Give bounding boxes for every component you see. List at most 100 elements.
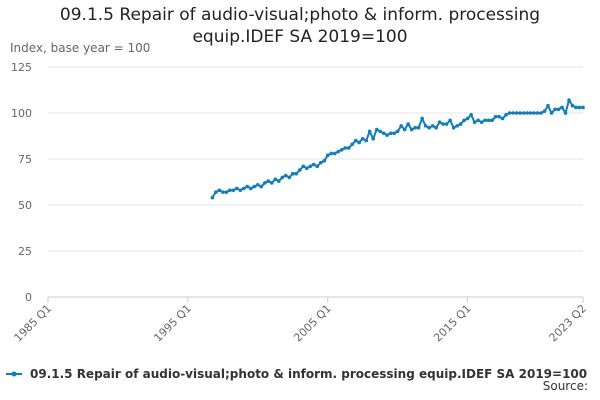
point — [325, 153, 330, 158]
point — [553, 107, 557, 112]
point — [416, 125, 421, 130]
point — [563, 111, 568, 115]
point — [371, 136, 375, 141]
point — [472, 120, 477, 124]
point — [507, 111, 512, 115]
point — [259, 184, 264, 189]
point — [395, 129, 400, 134]
point — [245, 184, 250, 189]
point — [402, 127, 407, 132]
point — [301, 164, 306, 169]
point — [374, 127, 379, 132]
point — [535, 111, 540, 115]
point — [322, 159, 327, 163]
point — [378, 129, 382, 134]
y-tick-label: 100 — [11, 107, 32, 120]
y-tick-label: 25 — [18, 245, 32, 258]
point — [465, 116, 470, 121]
point — [462, 118, 466, 123]
point — [256, 182, 260, 187]
point — [483, 118, 487, 123]
point — [493, 114, 498, 119]
x-tick-label: 1995 Q1 — [151, 302, 194, 345]
point — [469, 113, 473, 117]
point — [353, 138, 358, 143]
legend-label: 09.1.5 Repair of audio-visual;photo & in… — [30, 367, 587, 381]
point — [297, 168, 302, 172]
point — [423, 124, 428, 128]
point — [511, 111, 515, 115]
point — [430, 124, 435, 128]
chart-title: 09.1.5 Repair of audio-visual;photo & in… — [59, 5, 541, 47]
point — [577, 105, 582, 110]
point — [570, 103, 575, 108]
point — [332, 151, 337, 156]
point — [476, 118, 480, 123]
point — [280, 175, 285, 180]
point — [441, 122, 445, 126]
point — [437, 120, 442, 124]
point — [560, 105, 564, 110]
legend-marker — [11, 371, 17, 377]
point — [521, 111, 526, 115]
point — [228, 188, 232, 193]
x-tick-label: 1985 Q1 — [12, 302, 55, 345]
point — [451, 125, 456, 130]
point — [455, 124, 459, 128]
point — [406, 122, 410, 126]
point — [364, 138, 369, 143]
point — [528, 111, 533, 115]
point — [514, 111, 519, 115]
point — [224, 190, 229, 194]
point — [448, 118, 452, 123]
point — [269, 181, 274, 185]
point — [381, 131, 386, 136]
point — [458, 122, 463, 126]
x-tick-label: 2015 Q1 — [431, 302, 474, 345]
point — [357, 140, 362, 145]
point — [434, 125, 438, 130]
point — [346, 146, 351, 150]
point — [315, 164, 320, 169]
y-tick-label: 0 — [25, 291, 32, 304]
point — [427, 125, 431, 130]
point — [542, 109, 547, 113]
point — [318, 160, 323, 165]
point — [210, 195, 215, 200]
x-tick-label: 2023 Q2 — [547, 302, 590, 345]
y-tick-label: 50 — [18, 199, 32, 212]
point — [217, 188, 222, 193]
point — [360, 136, 365, 141]
point — [549, 111, 554, 115]
point — [546, 103, 550, 108]
point — [262, 181, 267, 185]
point — [367, 129, 372, 134]
point — [500, 116, 505, 121]
point — [276, 179, 281, 183]
point — [444, 122, 449, 126]
point — [238, 188, 243, 193]
point — [290, 171, 295, 176]
point — [581, 105, 585, 110]
point — [532, 111, 536, 115]
point — [283, 173, 288, 178]
point — [214, 190, 218, 194]
point — [294, 171, 299, 176]
point — [574, 105, 578, 110]
point — [273, 177, 278, 182]
point — [343, 146, 348, 150]
point — [385, 133, 389, 137]
point — [567, 98, 571, 102]
y-tick-label: 75 — [18, 153, 32, 166]
point — [556, 107, 561, 112]
y-tick-label: 125 — [11, 61, 32, 74]
y-axis-label: Index, base year = 100 — [10, 41, 150, 55]
point — [539, 111, 543, 115]
point — [304, 166, 309, 170]
point — [413, 125, 417, 130]
point — [249, 186, 253, 191]
point — [252, 184, 257, 189]
point — [504, 113, 508, 117]
